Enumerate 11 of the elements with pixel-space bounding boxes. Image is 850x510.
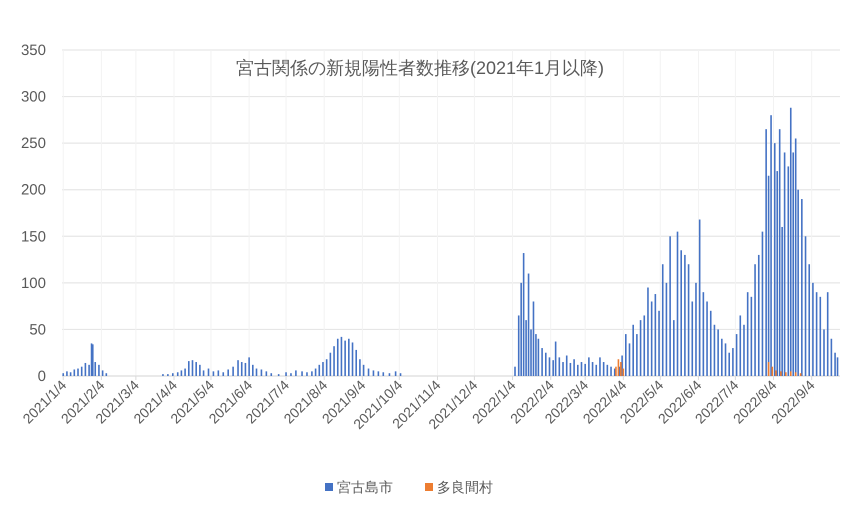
y-tick-label: 100 (20, 274, 46, 292)
chart-title: 宮古関係の新規陽性者数推移(2021年1月以降) (236, 58, 604, 78)
y-tick-label: 250 (20, 135, 46, 152)
y-tick-label: 50 (29, 321, 46, 338)
y-tick-label: 150 (20, 228, 46, 246)
y-tick-label: 300 (20, 88, 46, 106)
y-tick-label: 200 (20, 182, 46, 199)
legend-label: 宮古島市 (337, 479, 393, 495)
y-tick-label: 350 (20, 42, 46, 59)
y-tick-label: 0 (38, 368, 46, 385)
legend-label: 多良間村 (437, 479, 493, 495)
